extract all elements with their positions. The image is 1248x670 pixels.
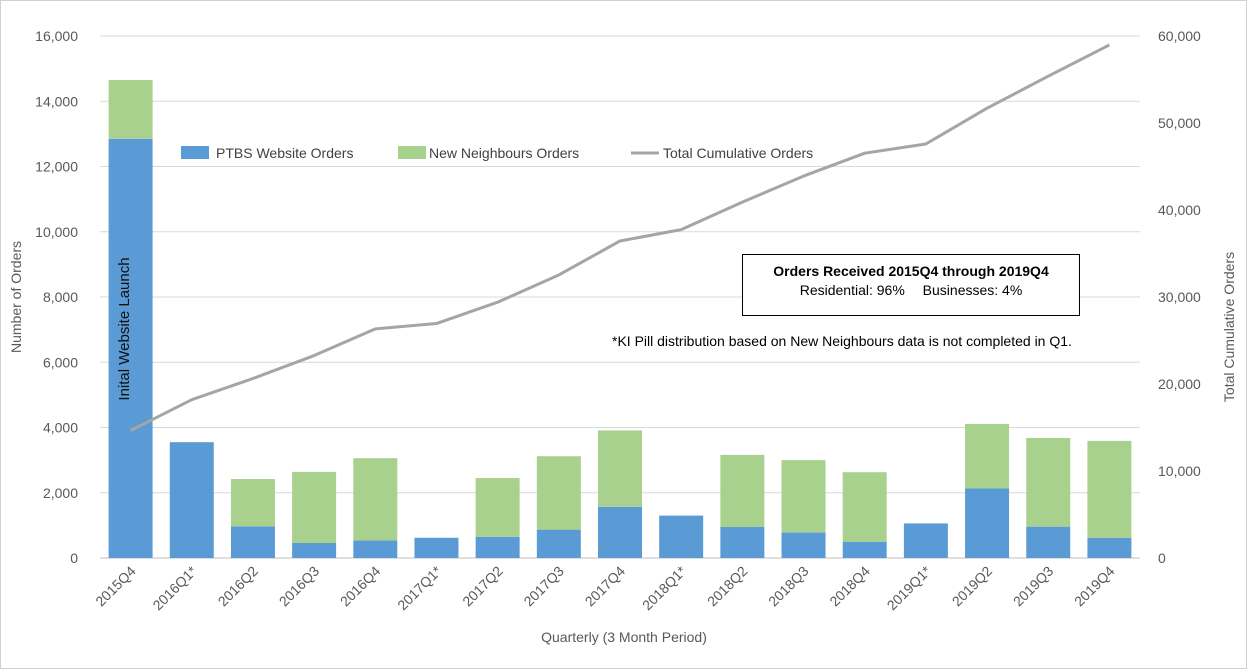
bar-ptbs-website xyxy=(475,536,520,558)
y-tick-label: 2,000 xyxy=(43,485,78,501)
bar-ptbs-website xyxy=(169,442,214,558)
y2-tick-label: 0 xyxy=(1158,550,1166,566)
bar-ptbs-website xyxy=(903,523,948,558)
info-box-businesses: Businesses: 4% xyxy=(922,282,1023,298)
y-tick-label: 14,000 xyxy=(35,93,78,109)
cumulative-line xyxy=(129,43,1111,432)
bar-ptbs-website xyxy=(414,537,459,558)
y2-tick-label: 10,000 xyxy=(1158,463,1201,479)
x-tick-label: 2018Q4 xyxy=(826,563,873,610)
y2-tick-label: 30,000 xyxy=(1158,289,1201,305)
left-axis-ticks: 0 2,000 4,000 6,000 8,000 10,000 12,000 14,000 1… xyxy=(35,28,78,566)
bar-ptbs-website xyxy=(1026,526,1071,558)
x-tick-label: 2016Q3 xyxy=(276,563,323,610)
y-axis-title: Number of Orders xyxy=(8,241,24,353)
x-tick-label: 2019Q3 xyxy=(1010,563,1057,610)
bar-ptbs-website xyxy=(536,529,581,558)
bar-new-neighbours xyxy=(292,471,337,543)
right-axis-ticks: 0 10,000 20,000 30,000 40,000 50,000 60,000 xyxy=(1158,28,1201,566)
bar-new-neighbours xyxy=(353,458,398,541)
bar-ptbs-website xyxy=(1087,537,1132,558)
y-tick-label: 16,000 xyxy=(35,28,78,44)
x-tick-label: 2017Q1* xyxy=(394,562,445,613)
x-tick-label: 2016Q2 xyxy=(215,563,262,610)
legend-label-new-neighbours: New Neighbours Orders xyxy=(429,145,579,161)
y-tick-label: 0 xyxy=(70,550,78,566)
y-tick-label: 8,000 xyxy=(43,289,78,305)
bar-ptbs-website xyxy=(781,532,826,558)
bar-ptbs-website xyxy=(353,540,398,558)
x-tick-label: 2018Q2 xyxy=(704,563,751,610)
bar-new-neighbours xyxy=(1087,440,1132,538)
bar-new-neighbours xyxy=(1026,437,1071,527)
y-tick-label: 6,000 xyxy=(43,354,78,370)
x-tick-label: 2017Q3 xyxy=(520,563,567,610)
bar-ptbs-website xyxy=(720,527,765,558)
y-tick-label: 4,000 xyxy=(43,420,78,436)
x-tick-label: 2019Q1* xyxy=(884,562,935,613)
x-tick-label: 2018Q3 xyxy=(765,563,812,610)
bar-new-neighbours xyxy=(108,80,153,139)
bar-annotation: Inital Website Launch xyxy=(116,257,133,400)
bar-new-neighbours xyxy=(475,478,520,537)
y2-tick-label: 60,000 xyxy=(1158,28,1201,44)
footnote: *KI Pill distribution based on New Neigh… xyxy=(612,333,1072,349)
bar-new-neighbours xyxy=(230,479,275,527)
legend: PTBS Website Orders New Neighbours Order… xyxy=(181,145,813,161)
bar-new-neighbours xyxy=(598,430,642,507)
x-axis-ticks: 2015Q4 2016Q1* 2016Q2 2016Q3 2016Q4 2017Q1* 20… xyxy=(92,562,1118,613)
y-tick-label: 10,000 xyxy=(35,224,78,240)
bar-new-neighbours xyxy=(720,454,765,528)
bar-series xyxy=(108,80,1132,559)
x-tick-label: 2016Q4 xyxy=(337,563,384,610)
bar-new-neighbours xyxy=(536,456,581,530)
y2-axis-title: Total Cumulative Orders xyxy=(1221,252,1237,402)
bar-ptbs-website xyxy=(598,506,642,558)
y-tick-label: 12,000 xyxy=(35,159,78,175)
cumulative-line-series xyxy=(129,43,1111,432)
x-tick-label: 2019Q2 xyxy=(949,563,996,610)
x-tick-label: 2015Q4 xyxy=(92,563,139,610)
y2-tick-label: 50,000 xyxy=(1158,115,1201,131)
bar-ptbs-website xyxy=(108,138,153,559)
x-tick-label: 2017Q2 xyxy=(459,563,506,610)
x-tick-label: 2017Q4 xyxy=(582,563,629,610)
legend-label-ptbs: PTBS Website Orders xyxy=(216,145,353,161)
x-axis-title: Quarterly (3 Month Period) xyxy=(541,629,707,645)
bar-new-neighbours xyxy=(781,460,826,533)
info-box-residential: Residential: 96% xyxy=(799,282,905,298)
orders-info-box: Orders Received 2015Q4 through 2019Q4 Re… xyxy=(742,254,1080,316)
bar-new-neighbours xyxy=(965,423,1010,489)
info-box-breakdown: Residential: 96% Businesses: 4% xyxy=(743,282,1079,298)
legend-swatch-ptbs xyxy=(181,146,209,159)
bar-new-neighbours xyxy=(842,472,887,542)
legend-label-cumulative: Total Cumulative Orders xyxy=(663,145,813,161)
x-tick-label: 2018Q1* xyxy=(639,562,690,613)
bar-ptbs-website xyxy=(659,515,704,558)
bar-ptbs-website xyxy=(292,542,337,558)
info-box-title: Orders Received 2015Q4 through 2019Q4 xyxy=(773,263,1049,279)
x-tick-label: 2019Q4 xyxy=(1071,563,1118,610)
bar-ptbs-website xyxy=(842,541,887,558)
bar-ptbs-website xyxy=(965,488,1010,558)
y2-tick-label: 20,000 xyxy=(1158,376,1201,392)
x-tick-label: 2016Q1* xyxy=(149,562,200,613)
y2-tick-label: 40,000 xyxy=(1158,202,1201,218)
bar-ptbs-website xyxy=(230,526,275,558)
legend-swatch-new-neighbours xyxy=(398,146,426,159)
